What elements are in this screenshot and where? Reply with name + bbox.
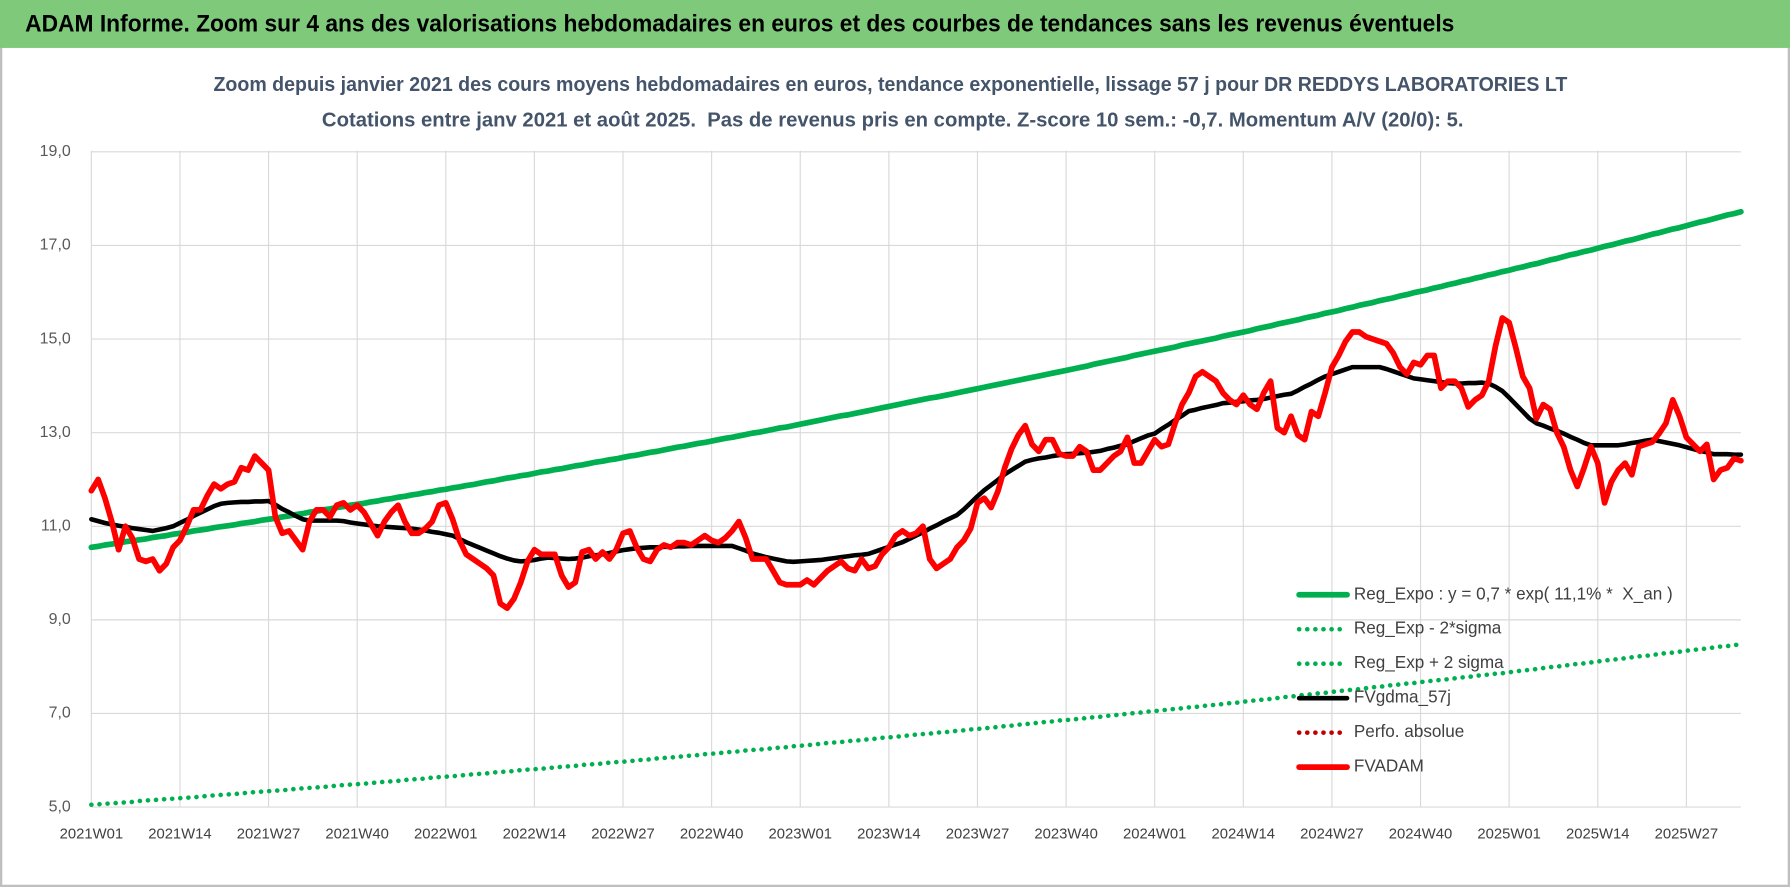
legend-label: FVADAM [1354,757,1424,776]
legend-label: Reg_Expo : y = 0,7 * exp( 11,1% * X_an ) [1354,584,1673,603]
x-tick-label: 2021W01 [60,826,123,842]
legend-label: Reg_Exp + 2 sigma [1354,653,1504,672]
header-bar [0,0,1790,48]
x-tick-label: 2024W14 [1212,826,1275,842]
x-tick-label: 2025W14 [1566,826,1629,842]
y-tick-label: 7,0 [49,705,71,722]
x-tick-label: 2023W27 [946,826,1009,842]
y-tick-label: 11,0 [41,517,71,534]
legend-label: FVgdma_57j [1354,688,1451,707]
x-tick-label: 2024W01 [1123,826,1186,842]
y-tick-label: 9,0 [49,611,71,628]
y-tick-label: 13,0 [40,424,71,441]
series-line [88,208,1744,551]
x-tick-label: 2022W01 [414,826,477,842]
legend-label: Reg_Exp - 2*sigma [1354,619,1502,638]
y-tick-label: 5,0 [49,798,71,815]
x-tick-label: 2023W40 [1034,826,1097,842]
x-tick-label: 2023W01 [768,826,831,842]
header-title: ADAM Informe. Zoom sur 4 ans des valoris… [25,10,1454,37]
x-tick-label: 2022W14 [503,826,566,842]
chart-subtitle: Cotations entre janv 2021 et août 2025. … [322,108,1464,131]
y-tick-label: 15,0 [40,330,71,347]
legend-label: Perfo. absolue [1354,722,1464,741]
x-tick-label: 2024W40 [1389,826,1452,842]
y-tick-label: 17,0 [40,237,71,254]
x-tick-label: 2021W14 [148,826,211,842]
x-tick-label: 2023W14 [857,826,920,842]
x-tick-label: 2024W27 [1300,826,1363,842]
series-line [89,641,1744,808]
title-box [212,68,1571,140]
plot [88,208,1744,808]
x-tick-label: 2022W27 [591,826,654,842]
series-line [88,315,1744,612]
x-tick-label: 2025W27 [1655,826,1718,842]
x-tick-label: 2022W40 [680,826,743,842]
x-tick-label: 2021W40 [325,826,388,842]
x-tick-label: 2021W27 [237,826,300,842]
chart-title: Zoom depuis janvier 2021 des cours moyen… [213,73,1567,96]
legend: Reg_Expo : y = 0,7 * exp( 11,1% * X_an )… [1296,584,1673,776]
x-tick-label: 2025W01 [1477,826,1540,842]
y-tick-label: 19,0 [40,143,71,160]
